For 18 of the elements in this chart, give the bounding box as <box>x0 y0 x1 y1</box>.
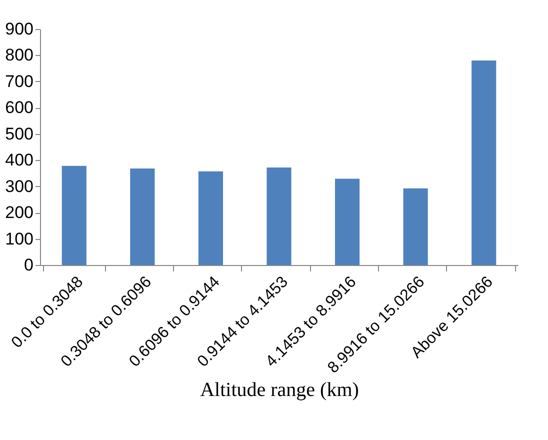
y-tick-label: 400 <box>5 150 34 170</box>
y-tick-label: 600 <box>5 98 34 118</box>
bar <box>403 188 428 265</box>
x-axis-title: Altitude range (km) <box>200 379 359 402</box>
y-tick-label: 200 <box>5 203 34 222</box>
y-tick-label: 700 <box>5 72 34 91</box>
y-tick-label: 0 <box>24 256 34 274</box>
y-tick-label: 900 <box>5 20 34 38</box>
y-tick-label: 500 <box>5 124 34 144</box>
bar <box>266 167 292 265</box>
bar <box>472 60 496 265</box>
bar <box>334 178 360 265</box>
y-tick-label: 300 <box>5 176 34 196</box>
bar <box>62 166 86 265</box>
y-tick-label: 800 <box>5 46 34 65</box>
bar <box>130 168 155 265</box>
y-tick-label: 100 <box>5 229 34 248</box>
bar <box>198 171 224 265</box>
